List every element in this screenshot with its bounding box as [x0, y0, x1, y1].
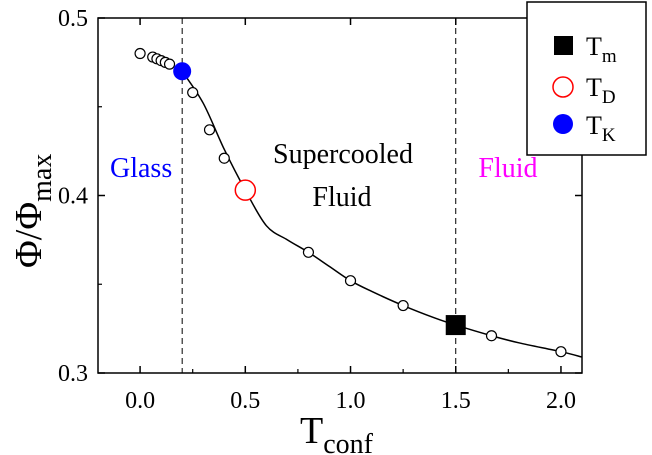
y-axis-label: Φ/Φmax: [8, 154, 58, 268]
data-point: [344, 275, 357, 287]
data-point: [485, 330, 498, 342]
data-point: [203, 124, 216, 136]
point-tm: [445, 315, 466, 336]
legend-label-td: TD: [586, 73, 616, 108]
legend-marker-tm: [554, 36, 573, 55]
legend-label-tk: TK: [586, 111, 616, 146]
point-td: [234, 179, 257, 201]
y-tick-label: 0.4: [58, 184, 88, 210]
annotation-glass: Glass: [110, 153, 172, 184]
y-tick-label: 0.3: [58, 361, 88, 387]
legend: Tm TD TK: [526, 1, 647, 156]
y-tick-label: 0.5: [58, 6, 88, 32]
x-tick-label: 1.5: [441, 388, 471, 414]
fit-curve-path: [181, 70, 583, 358]
x-axis-label: Tconf: [300, 410, 374, 455]
data-point: [163, 58, 176, 70]
data-point: [397, 299, 409, 312]
data-point: [134, 47, 146, 60]
fit-curve: [181, 70, 583, 358]
legend-marker-td: [552, 76, 574, 98]
annotation-fluid: Fluid: [478, 153, 537, 184]
annotation-supercooled: Supercooled: [273, 139, 413, 170]
data-point: [555, 346, 567, 358]
data-point: [218, 152, 230, 164]
data-point: [187, 86, 199, 99]
x-tick-label: 2.0: [546, 388, 576, 414]
special-points: [173, 62, 466, 336]
point-tk: [173, 62, 192, 81]
x-tick-label: 0.5: [230, 388, 260, 414]
data-points: [134, 47, 567, 358]
legend-marker-tk: [553, 114, 573, 134]
x-tick-label: 1.0: [336, 388, 366, 414]
annotation-supercooled-fluid: Fluid: [312, 182, 371, 213]
vertical-lines: [181, 18, 457, 373]
x-tick-label: 0.0: [125, 388, 155, 414]
data-point: [302, 246, 315, 258]
legend-box: [526, 1, 647, 156]
legend-label-tm: Tm: [586, 32, 617, 67]
